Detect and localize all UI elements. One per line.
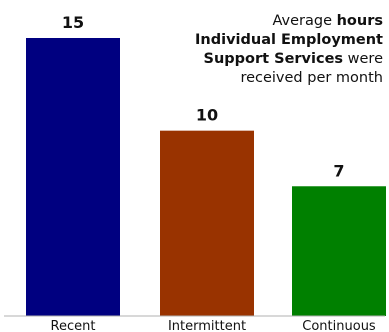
annotation-line-1: Average hours [153,12,383,31]
bar-value-labels-group: 15 10 7 [62,13,345,180]
annotation-line-3-suffix: were [343,51,383,67]
bar-recent [26,38,120,316]
bar-intermittent [160,130,254,316]
value-label-recent: 15 [62,13,84,32]
value-label-continuous: 7 [333,161,344,180]
category-labels-group: Recent Intermittent Continuous [51,319,376,332]
annotation-line-1-prefix: Average [272,13,337,29]
chart-annotation: Average hours Individual Employment Supp… [153,12,383,88]
annotation-line-4: received per month [240,70,383,86]
annotation-line-1-bold: hours [336,13,383,29]
annotation-line-2: Individual Employment [153,31,383,50]
category-label-recent: Recent [51,319,96,332]
category-label-intermittent: Intermittent [168,319,246,332]
annotation-line-3-bold: Support Services [203,51,344,67]
category-label-continuous: Continuous [302,319,376,332]
bar-continuous [292,186,386,316]
annotation-line-2-bold: Individual Employment [195,32,383,48]
value-label-intermittent: 10 [196,106,218,125]
bars-group [26,38,386,316]
annotation-line-3: Support Services were [153,50,383,69]
